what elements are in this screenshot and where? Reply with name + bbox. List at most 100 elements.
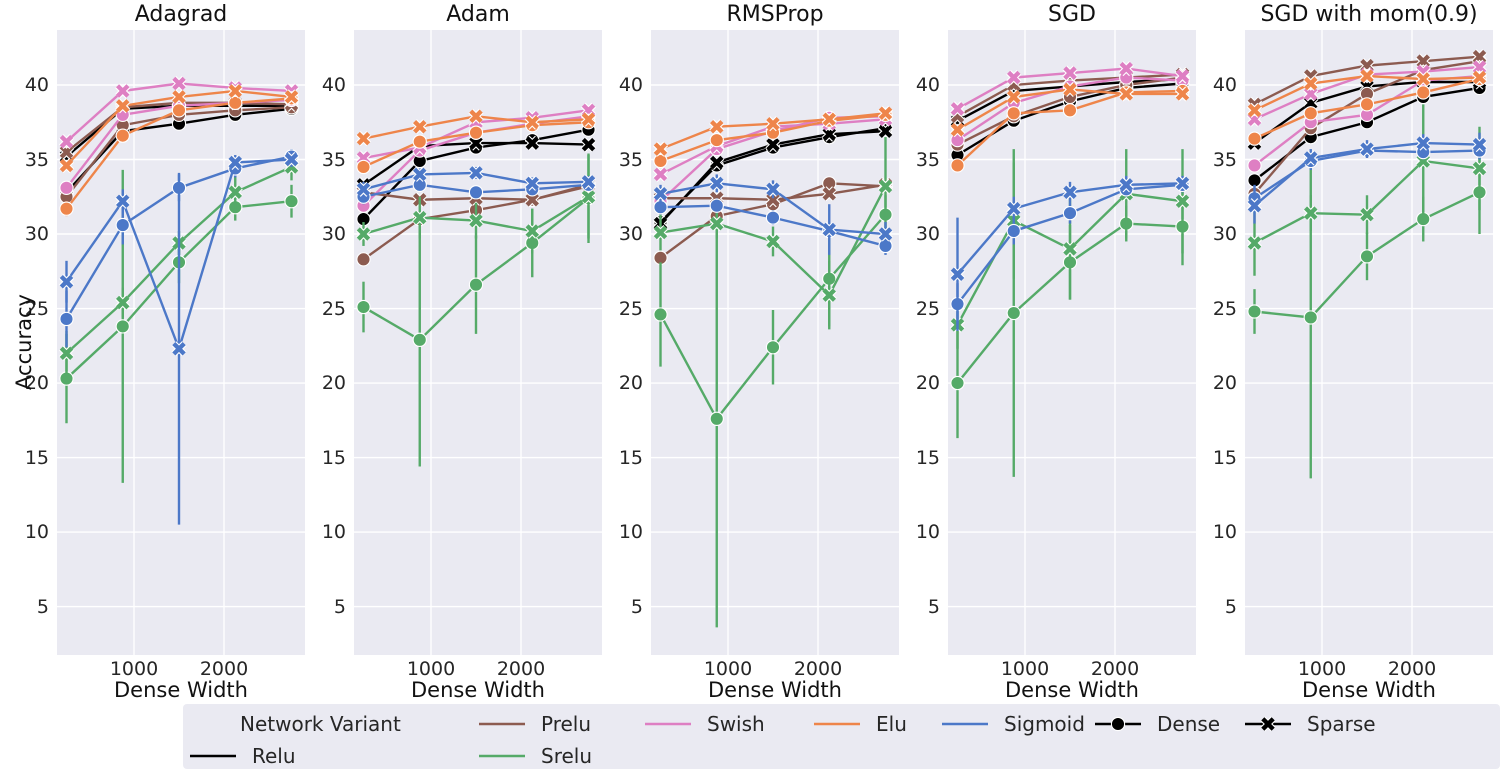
plot-area-Adam	[354, 30, 602, 655]
y-tick-label: 30	[24, 223, 49, 245]
y-tick-label: 5	[927, 595, 940, 618]
dense-legend-swatch	[1095, 716, 1141, 732]
y-tick-label: 15	[1212, 446, 1237, 469]
x-tick-label: 1000	[406, 658, 456, 680]
y-tick-label: 40	[24, 73, 49, 96]
plot-area-SGD with mom(0.9)	[1245, 30, 1493, 655]
series-sigmoid-sparse	[652, 174, 894, 255]
y-tick-label: 30	[1212, 223, 1237, 245]
y-tick-label: 5	[333, 595, 346, 618]
series-sigmoid-sparse	[355, 165, 597, 197]
y-tick-label: 40	[1212, 73, 1237, 96]
panel-title: SGD	[1048, 2, 1096, 27]
legend-label-dense: Dense	[1157, 712, 1221, 736]
legend-item-dense: Dense	[1093, 709, 1220, 739]
legend-item-elu: Elu	[812, 709, 907, 739]
series-sigmoid-sparse	[58, 151, 300, 525]
y-tick-label: 10	[321, 521, 346, 544]
series-sigmoid-sparse	[1246, 132, 1488, 224]
y-tick-label: 10	[915, 521, 940, 544]
legend-item-prelu: Prelu	[477, 709, 591, 739]
y-tick-label: 5	[630, 595, 643, 618]
y-axis-label: Accuracy	[12, 294, 36, 390]
panel-title: Adam	[446, 2, 510, 27]
legend-label-swish: Swish	[707, 712, 765, 736]
legend-label-elu: Elu	[876, 712, 907, 736]
panel-title: SGD with mom(0.9)	[1260, 2, 1478, 27]
plot-area-Adagrad	[57, 30, 305, 655]
elu-legend-swatch	[814, 722, 860, 726]
legend: Network Variant Relu Prelu Srelu Swish Elu Sig…	[183, 704, 1500, 769]
y-tick-label: 25	[618, 297, 643, 320]
series-srelu-sparse	[652, 137, 894, 330]
series-elu-sparse	[1246, 68, 1488, 118]
legend-item-sparse: Sparse	[1243, 709, 1376, 739]
x-tick-label: 1000	[109, 658, 159, 680]
y-tick-label: 20	[321, 372, 346, 395]
y-tick-label: 20	[915, 372, 940, 395]
y-tick-label: 5	[1224, 595, 1237, 618]
y-tick-label: 15	[915, 446, 940, 469]
legend-label-srelu: Srelu	[541, 744, 593, 768]
y-tick-label: 25	[24, 297, 49, 320]
y-tick-label: 15	[321, 446, 346, 469]
legend-item-srelu: Srelu	[477, 741, 592, 769]
legend-label-prelu: Prelu	[541, 712, 592, 736]
series-prelu-sparse	[1246, 49, 1488, 112]
series-srelu-sparse	[355, 155, 597, 254]
series-elu-sparse	[652, 105, 894, 157]
x-axis-label: Dense Width	[114, 678, 248, 702]
y-tick-label: 20	[1212, 372, 1237, 395]
y-tick-label: 25	[1212, 297, 1237, 320]
y-tick-label: 10	[24, 521, 49, 544]
y-tick-label: 30	[915, 223, 940, 245]
y-tick-label: 15	[618, 446, 643, 469]
legend-label-relu: Relu	[252, 744, 296, 768]
x-tick-label: 2000	[1090, 658, 1140, 680]
sparse-legend-swatch	[1245, 716, 1291, 732]
y-tick-label: 25	[915, 297, 940, 320]
series-elu-sparse	[58, 83, 300, 173]
series-elu-sparse	[355, 108, 597, 147]
x-tick-label: 1000	[1297, 658, 1347, 680]
x-tick-label: 2000	[496, 658, 546, 680]
y-tick-label: 40	[618, 73, 643, 96]
series-swish-sparse	[949, 61, 1191, 117]
y-tick-label: 35	[618, 148, 643, 171]
x-tick-label: 2000	[199, 658, 249, 680]
series-elu-dense	[59, 91, 299, 217]
srelu-legend-swatch	[479, 754, 525, 758]
prelu-legend-swatch	[479, 722, 525, 726]
x-axis-label: Dense Width	[1005, 678, 1139, 702]
legend-title: Network Variant	[240, 712, 401, 736]
y-tick-label: 35	[1212, 148, 1237, 171]
swish-legend-swatch	[645, 722, 691, 726]
y-tick-label: 20	[24, 372, 49, 395]
panel-title: RMSProp	[726, 2, 824, 27]
legend-label-sparse: Sparse	[1307, 712, 1376, 736]
series-sigmoid-sparse	[949, 175, 1191, 331]
y-tick-label: 10	[1212, 521, 1237, 544]
legend-item-swish: Swish	[643, 709, 765, 739]
y-tick-label: 40	[321, 73, 346, 96]
sigmoid-legend-swatch	[942, 722, 988, 726]
y-tick-label: 35	[321, 148, 346, 171]
x-tick-label: 2000	[793, 658, 843, 680]
y-tick-label: 20	[618, 372, 643, 395]
x-axis-label: Dense Width	[1302, 678, 1436, 702]
y-tick-label: 25	[321, 297, 346, 320]
y-tick-label: 5	[36, 595, 49, 618]
panel-title: Adagrad	[134, 2, 228, 27]
x-axis-label: Dense Width	[708, 678, 842, 702]
y-tick-label: 30	[618, 223, 643, 245]
y-tick-label: 15	[24, 446, 49, 469]
legend-label-sigmoid: Sigmoid	[1004, 712, 1085, 736]
y-tick-label: 40	[915, 73, 940, 96]
y-tick-label: 10	[618, 521, 643, 544]
x-tick-label: 1000	[703, 658, 753, 680]
x-tick-label: 2000	[1387, 658, 1437, 680]
x-tick-label: 1000	[1000, 658, 1050, 680]
legend-item-sigmoid: Sigmoid	[940, 709, 1085, 739]
y-tick-label: 35	[24, 148, 49, 171]
